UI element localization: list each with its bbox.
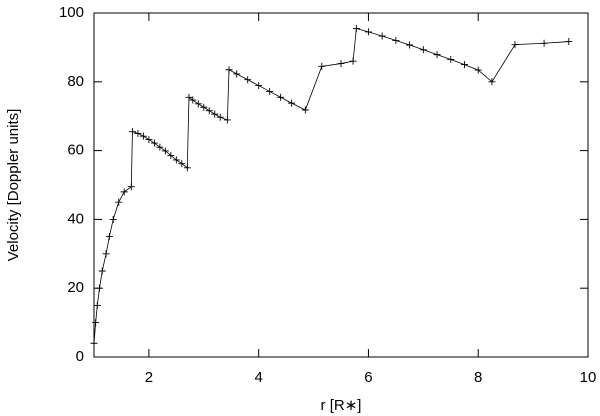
data-point	[139, 132, 147, 140]
y-tick-label: 80	[67, 73, 84, 90]
x-axis-label: r [R∗]	[321, 397, 362, 414]
data-point	[115, 198, 123, 206]
data-point	[95, 284, 103, 292]
data-point	[419, 46, 427, 54]
data-point	[93, 301, 101, 309]
data-point	[392, 37, 400, 45]
y-axis-label: Velocity [Doppler units]	[5, 109, 22, 262]
data-point	[161, 147, 169, 155]
data-point	[223, 116, 231, 124]
plot-frame	[93, 12, 589, 358]
data-point	[378, 32, 386, 40]
data-point	[277, 93, 285, 101]
data-point	[352, 24, 360, 32]
data-point	[318, 62, 326, 70]
data-point	[189, 96, 197, 104]
data-point	[183, 164, 191, 172]
data-point	[540, 39, 548, 47]
data-point	[98, 267, 106, 275]
x-tick-label: 2	[145, 369, 153, 386]
data-point	[185, 93, 193, 101]
data-point	[565, 38, 573, 46]
data-point	[216, 113, 224, 121]
data-point	[194, 100, 202, 108]
data-point	[288, 99, 296, 107]
data-point	[233, 70, 241, 78]
data-point	[90, 339, 98, 347]
x-tick-label: 10	[580, 369, 597, 386]
data-line	[93, 27, 569, 344]
data-point	[349, 57, 357, 65]
data-point	[105, 233, 113, 241]
data-point	[225, 66, 233, 74]
data-point	[266, 87, 274, 95]
x-tick-label: 6	[364, 369, 372, 386]
data-point	[109, 215, 117, 223]
data-point	[447, 55, 455, 63]
data-point	[178, 160, 186, 168]
data-point	[364, 28, 372, 36]
data-point	[92, 319, 100, 327]
data-point	[406, 41, 414, 49]
data-point	[134, 129, 142, 137]
x-tick-label: 8	[474, 369, 482, 386]
data-point	[337, 60, 345, 68]
data-point	[145, 136, 153, 144]
data-point	[488, 78, 496, 86]
data-point	[474, 66, 482, 74]
data-point	[255, 82, 263, 90]
data-point	[461, 61, 468, 69]
y-tick-label: 100	[59, 4, 84, 21]
data-point	[205, 107, 213, 115]
data-point	[433, 51, 441, 59]
y-tick-label: 0	[76, 348, 84, 365]
data-point	[172, 156, 180, 164]
y-tick-label: 60	[67, 142, 84, 159]
data-point	[120, 188, 128, 196]
data-point	[511, 41, 519, 49]
data-point	[200, 103, 208, 111]
data-point	[301, 106, 309, 114]
data-point	[167, 151, 175, 159]
data-point	[156, 143, 164, 151]
data-point	[127, 183, 135, 191]
data-point	[211, 110, 219, 118]
data-point	[102, 250, 110, 258]
y-tick-label: 40	[67, 210, 84, 227]
x-tick-label: 4	[254, 369, 262, 386]
data-point	[128, 128, 136, 136]
data-point	[150, 139, 158, 147]
y-tick-label: 20	[67, 279, 84, 296]
data-point	[244, 76, 252, 84]
